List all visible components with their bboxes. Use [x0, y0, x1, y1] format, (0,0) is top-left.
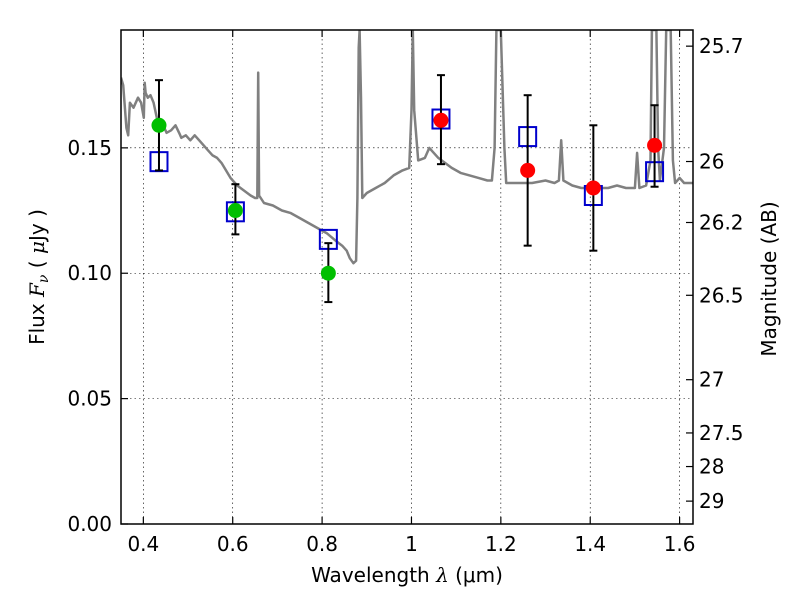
x-tick-label: 0.4 [127, 532, 159, 556]
x-tick-label: 0.6 [217, 532, 249, 556]
mag-tick-label: 29 [699, 489, 724, 513]
optical-flux-point [227, 203, 243, 219]
mag-tick-label: 26 [699, 150, 724, 174]
y-tick-label: 0.05 [67, 387, 112, 411]
y-tick-label: 0.10 [67, 261, 112, 285]
mag-tick-label: 25.7 [699, 34, 744, 58]
axis-ticks: 0.4 0.6 0.8 1 1.2 1.4 1.6 0.00 0.05 0.10 0.15 25.7 2… [67, 30, 744, 556]
nir-flux-point [647, 137, 663, 153]
x-tick-label: 1.4 [574, 532, 606, 556]
nir-flux-point [585, 180, 601, 196]
mag-tick-label: 27 [699, 368, 724, 392]
mag-tick-label: 26.5 [699, 283, 744, 307]
nir-flux-point [520, 162, 536, 178]
grid [121, 30, 693, 525]
plot-frame [120, 29, 694, 525]
optical-flux-point [320, 265, 336, 281]
mag-tick-label: 28 [699, 455, 724, 479]
x-axis-title: Wavelength λ (μm) [311, 563, 503, 587]
sed-model-line [121, 30, 693, 265]
x-tick-label: 1.2 [485, 532, 517, 556]
nir-flux-point [433, 112, 449, 128]
mag-tick-label: 26.2 [699, 211, 744, 235]
y-axis-title: Flux Fν ( μJy ) [25, 209, 52, 345]
x-tick-label: 1 [405, 532, 418, 556]
y-tick-label: 0.15 [67, 136, 112, 160]
magnitude-axis-title: Magnitude (AB) [757, 201, 781, 356]
y-tick-label: 0.00 [67, 512, 112, 536]
mag-tick-label: 27.5 [699, 421, 744, 445]
optical-flux-point [151, 117, 167, 133]
sed-model-layer [121, 30, 693, 265]
x-tick-label: 0.8 [306, 532, 338, 556]
data-points-layer [149, 74, 665, 304]
x-tick-label: 1.6 [664, 532, 696, 556]
